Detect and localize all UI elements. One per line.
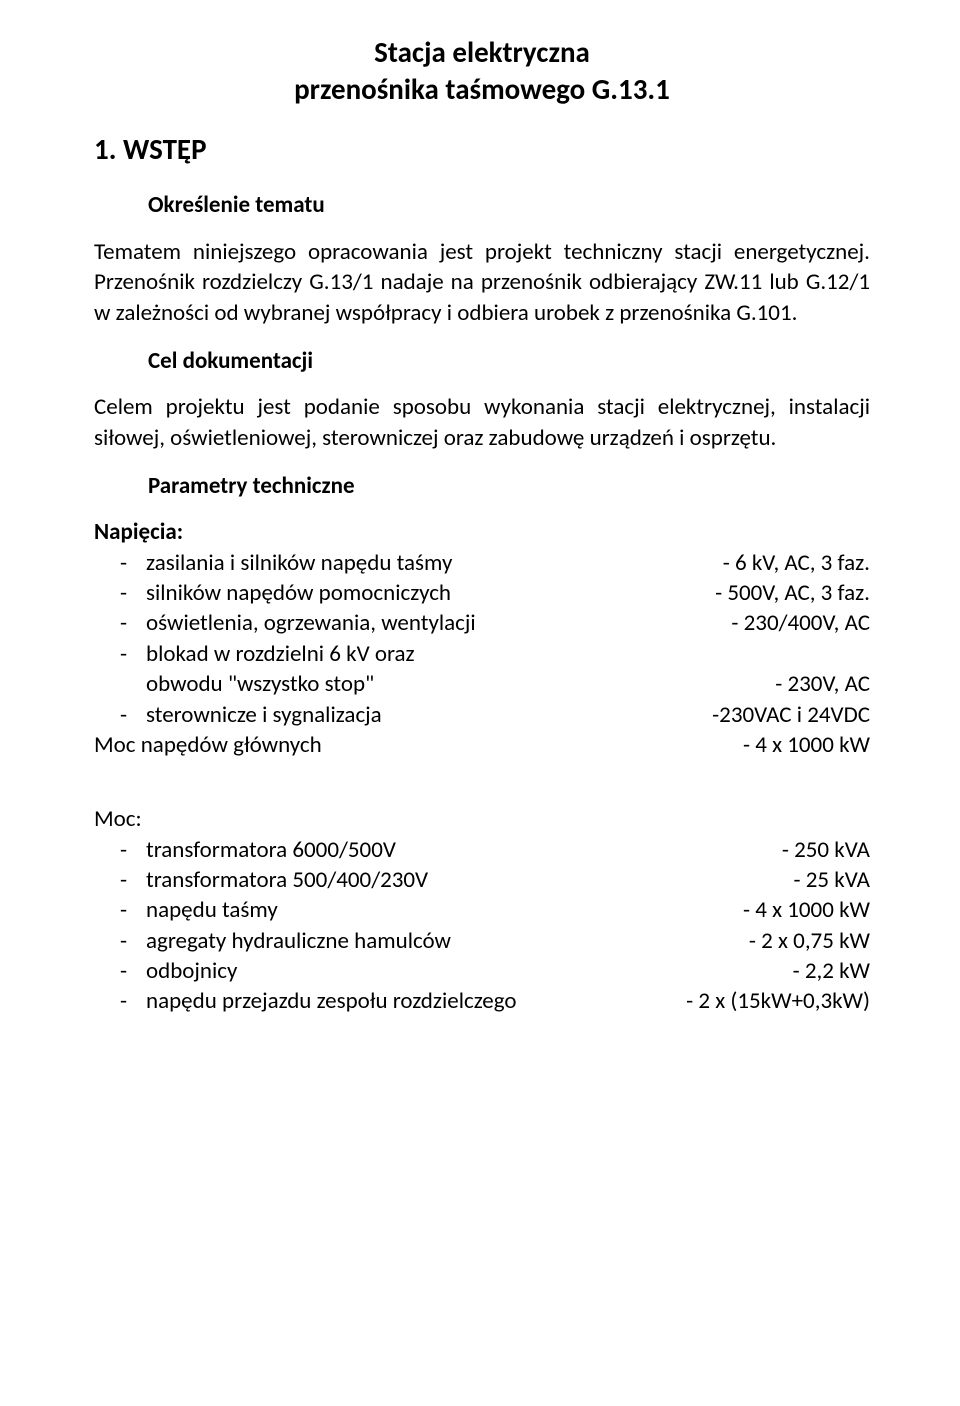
- list-item: zasilania i silników napędu taśmy - 6 kV…: [94, 548, 870, 578]
- subheading-goal: Cel dokumentacji: [148, 346, 870, 376]
- title-line-2: przenośnika taśmowego G.13.1: [294, 71, 670, 107]
- main-drive-power: Moc napędów głównych - 4 x 1000 kW: [94, 730, 870, 760]
- param-label: napędu przejazdu zespołu rozdzielczego: [146, 986, 686, 1016]
- section-heading: 1. WSTĘP: [94, 130, 870, 168]
- param-value: - 500V, AC, 3 faz.: [715, 578, 870, 608]
- param-value: - 230/400V, AC: [731, 608, 870, 638]
- param-value: - 230V, AC: [775, 669, 870, 699]
- param-label: transformatora 500/400/230V: [146, 865, 794, 895]
- param-label: zasilania i silników napędu taśmy: [146, 548, 723, 578]
- list-item: napędu taśmy - 4 x 1000 kW: [94, 895, 870, 925]
- param-value: - 2,2 kW: [793, 956, 870, 986]
- param-label: napędu taśmy: [146, 895, 743, 925]
- list-item: napędu przejazdu zespołu rozdzielczego -…: [94, 986, 870, 1016]
- page-title: Stacja elektryczna przenośnika taśmowego…: [94, 34, 870, 108]
- param-label: silników napędów pomocniczych: [146, 578, 715, 608]
- list-item: transformatora 500/400/230V - 25 kVA: [94, 865, 870, 895]
- param-label: odbojnicy: [146, 956, 793, 986]
- param-label: Moc napędów głównych: [94, 730, 322, 760]
- voltage-header: Napięcia:: [94, 517, 870, 547]
- list-item: transformatora 6000/500V - 250 kVA: [94, 835, 870, 865]
- param-label: oświetlenia, ogrzewania, wentylacji: [146, 608, 731, 638]
- subheading-topic: Określenie tematu: [148, 190, 870, 220]
- param-value: - 2 x (15kW+0,3kW): [686, 986, 870, 1016]
- power-header: Moc:: [94, 804, 870, 834]
- subheading-params: Parametry techniczne: [148, 471, 870, 501]
- power-list: transformatora 6000/500V - 250 kVA trans…: [94, 835, 870, 1017]
- list-item: silników napędów pomocniczych - 500V, AC…: [94, 578, 870, 608]
- param-label: sterownicze i sygnalizacja: [146, 700, 712, 730]
- paragraph-goal: Celem projektu jest podanie sposobu wyko…: [94, 392, 870, 453]
- param-value: - 25 kVA: [794, 865, 871, 895]
- param-label: blokad w rozdzielni 6 kV oraz: [146, 639, 870, 669]
- param-value: - 250 kVA: [782, 835, 870, 865]
- param-value: - 6 kV, AC, 3 faz.: [723, 548, 870, 578]
- param-value: - 4 x 1000 kW: [743, 895, 870, 925]
- voltage-list-2: sterownicze i sygnalizacja -230VAC i 24V…: [94, 700, 870, 730]
- list-item: oświetlenia, ogrzewania, wentylacji - 23…: [94, 608, 870, 638]
- param-value: - 4 x 1000 kW: [743, 730, 870, 760]
- param-label: obwodu "wszystko stop": [146, 669, 374, 699]
- param-label: transformatora 6000/500V: [146, 835, 782, 865]
- voltage-list: zasilania i silników napędu taśmy - 6 kV…: [94, 548, 870, 669]
- param-label: agregaty hydrauliczne hamulców: [146, 926, 749, 956]
- list-item-continuation: obwodu "wszystko stop" - 230V, AC: [94, 669, 870, 699]
- title-line-1: Stacja elektryczna: [374, 34, 590, 70]
- paragraph-topic: Tematem niniejszego opracowania jest pro…: [94, 237, 870, 328]
- list-item: blokad w rozdzielni 6 kV oraz: [94, 639, 870, 669]
- list-item: odbojnicy - 2,2 kW: [94, 956, 870, 986]
- param-value: -230VAC i 24VDC: [712, 700, 870, 730]
- list-item: sterownicze i sygnalizacja -230VAC i 24V…: [94, 700, 870, 730]
- param-value: - 2 x 0,75 kW: [749, 926, 870, 956]
- list-item: agregaty hydrauliczne hamulców - 2 x 0,7…: [94, 926, 870, 956]
